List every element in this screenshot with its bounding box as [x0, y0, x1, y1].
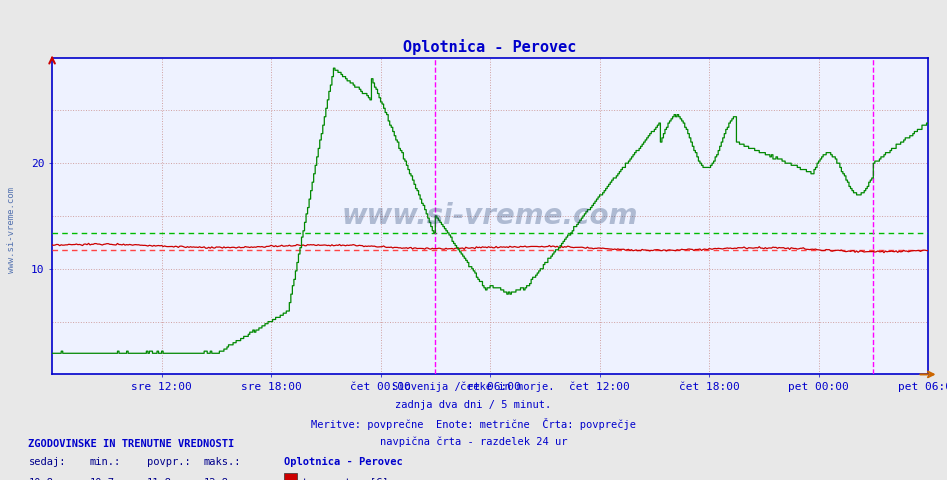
Text: 11,8: 11,8	[147, 478, 171, 480]
Text: Oplotnica - Perovec: Oplotnica - Perovec	[284, 457, 402, 468]
Text: min.:: min.:	[90, 457, 121, 468]
Text: ZGODOVINSKE IN TRENUTNE VREDNOSTI: ZGODOVINSKE IN TRENUTNE VREDNOSTI	[28, 439, 235, 449]
Title: Oplotnica - Perovec: Oplotnica - Perovec	[403, 39, 577, 55]
Text: temperatura[C]: temperatura[C]	[301, 478, 388, 480]
Text: Slovenija / reke in morje.: Slovenija / reke in morje.	[392, 382, 555, 392]
Text: navpična črta - razdelek 24 ur: navpična črta - razdelek 24 ur	[380, 436, 567, 447]
Text: povpr.:: povpr.:	[147, 457, 190, 468]
Text: Meritve: povprečne  Enote: metrične  Črta: povprečje: Meritve: povprečne Enote: metrične Črta:…	[311, 418, 636, 430]
Text: zadnja dva dni / 5 minut.: zadnja dva dni / 5 minut.	[396, 400, 551, 410]
Text: 10,7: 10,7	[90, 478, 115, 480]
Text: www.si-vreme.com: www.si-vreme.com	[342, 202, 638, 230]
Text: 12,8: 12,8	[204, 478, 228, 480]
Text: www.si-vreme.com: www.si-vreme.com	[7, 187, 16, 274]
Text: sedaj:: sedaj:	[28, 457, 66, 468]
Text: maks.:: maks.:	[204, 457, 241, 468]
Text: 10,8: 10,8	[28, 478, 53, 480]
